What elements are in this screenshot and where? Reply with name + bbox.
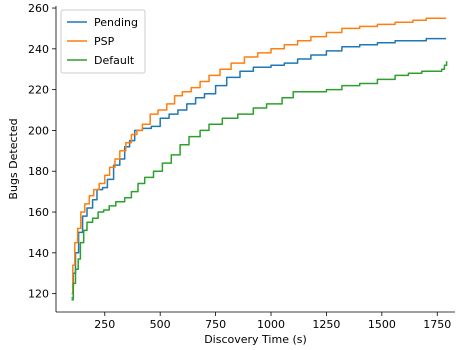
x-tick-label: 250 [94, 318, 115, 331]
y-tick-label: 200 [28, 124, 49, 137]
legend-box [60, 9, 146, 74]
series-line-pending [71, 37, 447, 299]
x-tick-label: 1500 [368, 318, 396, 331]
x-tick-label: 1250 [312, 318, 340, 331]
legend: Pending PSP Default [60, 9, 146, 74]
series-line-psp [71, 17, 447, 295]
y-tick-label: 240 [28, 43, 49, 56]
x-axis-label: Discovery Time (s) [204, 333, 307, 346]
x-tick-label: 500 [150, 318, 171, 331]
y-tick-label: 160 [28, 206, 49, 219]
legend-label: PSP [94, 35, 115, 48]
plot-lines [71, 17, 448, 301]
legend-label: Pending [94, 16, 138, 29]
y-tick-label: 140 [28, 247, 49, 260]
x-tick-label: 750 [205, 318, 226, 331]
legend-label: Default [94, 54, 135, 67]
series-line-default [71, 61, 448, 301]
axes [55, 6, 455, 313]
y-tick-label: 180 [28, 165, 49, 178]
y-tick-label: 260 [28, 2, 49, 15]
ticks: 250 500 750 1000 1250 1500 1750 120 140 160 180 200… [28, 2, 451, 331]
x-tick-label: 1750 [423, 318, 451, 331]
y-tick-label: 120 [28, 288, 49, 301]
y-tick-label: 220 [28, 84, 49, 97]
y-axis-label: Bugs Detected [7, 118, 20, 199]
x-tick-label: 1000 [257, 318, 285, 331]
